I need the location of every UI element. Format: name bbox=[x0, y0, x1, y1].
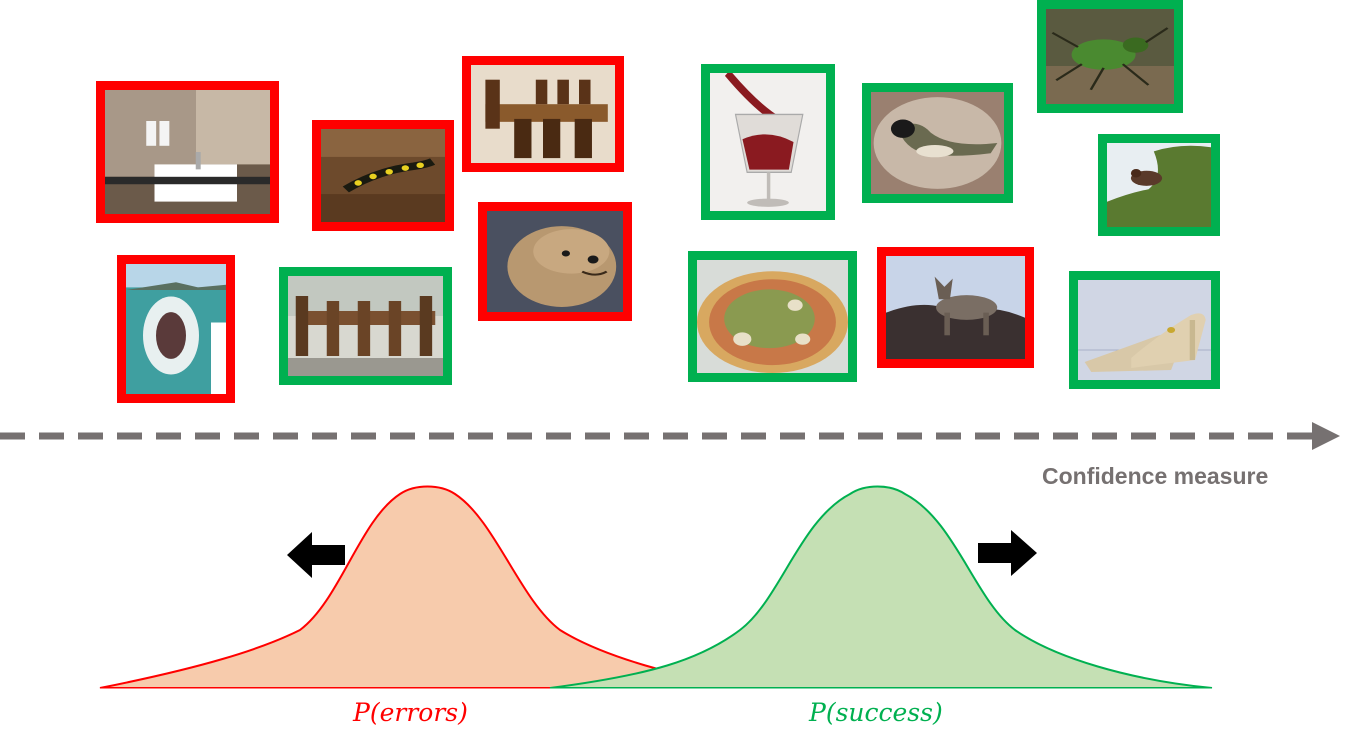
image-dipper-bird bbox=[1098, 134, 1220, 236]
axis-label: Confidence measure bbox=[1042, 463, 1269, 489]
right-arrow-icon bbox=[978, 530, 1037, 576]
image-bathroom-sink bbox=[96, 81, 279, 223]
image-pizza bbox=[688, 251, 857, 382]
error-distribution-curve bbox=[99, 485, 761, 689]
image-sandals bbox=[1069, 271, 1220, 389]
image-wine-glass bbox=[701, 64, 835, 220]
image-dining-table bbox=[279, 267, 452, 385]
image-dining-chairs bbox=[462, 56, 624, 172]
success-distribution-label: P(success) bbox=[809, 698, 943, 727]
image-beetle bbox=[1037, 0, 1183, 113]
success-distribution-curve bbox=[549, 485, 1213, 689]
image-shark bbox=[117, 255, 235, 403]
axis-arrowhead bbox=[1312, 422, 1340, 450]
left-arrow-icon bbox=[287, 532, 345, 578]
image-husky bbox=[877, 247, 1034, 368]
image-bird bbox=[862, 83, 1013, 203]
image-salamander bbox=[312, 120, 454, 231]
errors-distribution-label: P(errors) bbox=[353, 698, 468, 727]
image-poodle bbox=[478, 202, 632, 321]
